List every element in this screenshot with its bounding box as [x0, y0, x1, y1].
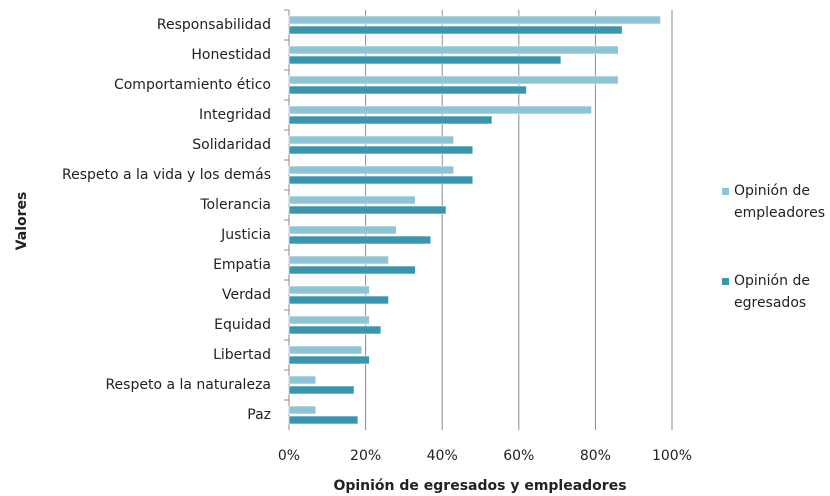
y-tick-label: Respeto a la vida y los demás [62, 167, 271, 183]
bar [288, 145, 474, 155]
bar [288, 265, 416, 275]
bar [288, 345, 363, 355]
bar [288, 75, 619, 85]
x-axis-label: Opinión de egresados y empleadores [333, 478, 626, 494]
bar [288, 225, 397, 235]
y-tick-label: Justicia [220, 227, 271, 243]
bar [288, 45, 619, 55]
y-tick-label: Libertad [213, 347, 271, 363]
legend-swatch [722, 278, 729, 285]
bar [288, 375, 317, 385]
bar [288, 205, 447, 215]
bar [288, 325, 382, 335]
x-tick-label: 40% [427, 448, 458, 464]
x-tick-label: 60% [503, 448, 534, 464]
y-tick-label: Honestidad [191, 47, 271, 63]
bar [288, 195, 416, 205]
y-tick-label: Comportamiento ético [114, 77, 271, 93]
legend-swatch [722, 188, 729, 195]
bar [288, 25, 623, 35]
legend-label: Opinión de egresados [734, 273, 810, 311]
bar [288, 285, 370, 295]
bar [288, 235, 432, 245]
y-tick-label: Tolerancia [199, 197, 271, 213]
y-axis-label: Valores [14, 192, 30, 251]
bar [288, 355, 370, 365]
bar [288, 415, 359, 425]
legend-item: Opinión de empleadores [722, 180, 826, 224]
x-tick-label: 100% [652, 448, 692, 464]
y-tick-label: Responsabilidad [157, 17, 271, 33]
x-tick-label: 0% [278, 448, 300, 464]
legend-label: Opinión de empleadores [734, 183, 826, 221]
y-tick-label: Equidad [214, 317, 271, 333]
y-tick-label: Empatia [213, 257, 271, 273]
y-tick-label: Verdad [222, 287, 271, 303]
bar [288, 165, 454, 175]
bar [288, 175, 474, 185]
bar [288, 295, 389, 305]
bar [288, 135, 454, 145]
bar [288, 405, 317, 415]
x-tick-label: 80% [580, 448, 611, 464]
y-tick-label: Respeto a la naturaleza [105, 377, 271, 393]
bar [288, 85, 527, 95]
x-tick-label: 20% [350, 448, 381, 464]
y-tick-label: Solidaridad [192, 137, 271, 153]
bar [288, 385, 355, 395]
legend-item: Opinión de egresados [722, 270, 822, 314]
bar [288, 315, 370, 325]
y-tick-label: Integridad [199, 107, 271, 123]
bar [288, 15, 661, 25]
bar [288, 105, 592, 115]
bar [288, 55, 562, 65]
bar [288, 115, 493, 125]
bar [288, 255, 389, 265]
y-tick-label: Paz [247, 407, 271, 423]
